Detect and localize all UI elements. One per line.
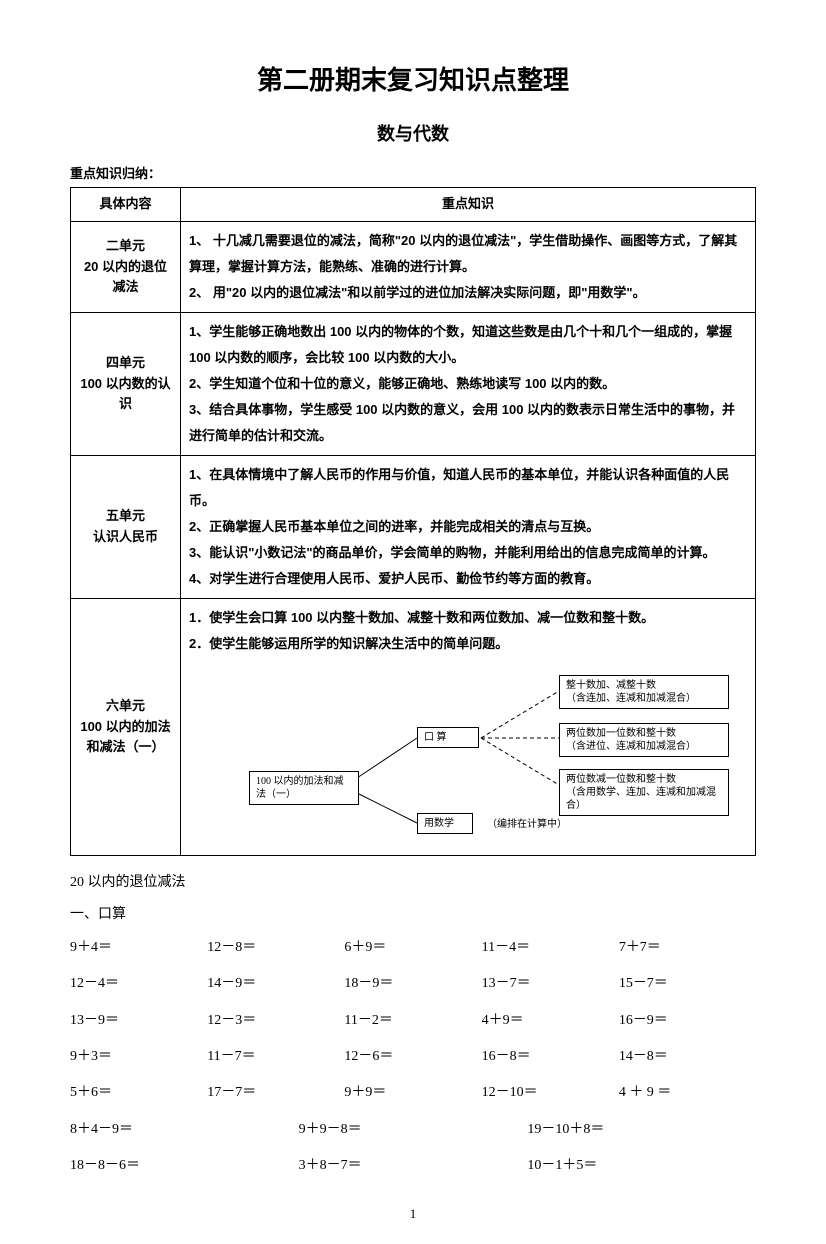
problems-grid-5col: 9＋4＝12－8＝6＋9＝11－4＝7＋7＝12－4＝14－9＝18－9＝13－… (70, 937, 756, 1105)
problem-cell: 10－1＋5＝ (527, 1155, 756, 1177)
content-line: 2、学生知道个位和十位的意义，能够正确地、熟练地读写 100 以内的数。 (189, 371, 747, 397)
problem-cell: 19－10＋8＝ (527, 1119, 756, 1141)
main-title: 第二册期末复习知识点整理 (70, 60, 756, 102)
table-header-col2: 重点知识 (181, 188, 756, 222)
problem-row: 9＋3＝11－7＝12－6＝16－8＝14－8＝ (70, 1046, 756, 1068)
content-line: 2、正确掌握人民币基本单位之间的进率，并能完成相关的清点与互换。 (189, 514, 747, 540)
content-cell: 1、学生能够正确地数出 100 以内的物体的个数，知道这些数是由几个十和几个一组… (181, 312, 756, 455)
content-line: 3、结合具体事物，学生感受 100 以内数的意义，会用 100 以内的数表示日常… (189, 397, 747, 449)
problem-cell: 11－2＝ (344, 1010, 481, 1032)
content-cell: 1．使学生会口算 100 以内整十数加、减整十数和两位数加、减一位数和整十数。2… (181, 598, 756, 855)
problem-cell: 9＋4＝ (70, 937, 207, 959)
problem-cell: 4＋9＝ (482, 1010, 619, 1032)
problem-cell: 12－4＝ (70, 973, 207, 995)
problem-cell: 12－10＝ (482, 1082, 619, 1104)
problem-cell: 14－9＝ (207, 973, 344, 995)
problem-cell: 13－7＝ (482, 973, 619, 995)
diagram-root: 100 以内的加法和减法（一） (249, 771, 359, 805)
content-line: 1、 十几减几需要退位的减法，简称"20 以内的退位减法"，学生借助操作、画图等… (189, 228, 747, 280)
problem-cell: 12－3＝ (207, 1010, 344, 1032)
diagram-mid-top: 口 算 (417, 727, 479, 748)
problem-cell: 7＋7＝ (619, 937, 756, 959)
diagram-mid-bottom: 用数学 (417, 813, 473, 834)
content-line: 4、对学生进行合理使用人民币、爱护人民币、勤俭节约等方面的教育。 (189, 566, 747, 592)
problem-cell: 12－8＝ (207, 937, 344, 959)
problem-row: 9＋4＝12－8＝6＋9＝11－4＝7＋7＝ (70, 937, 756, 959)
content-line: 2、 用"20 以内的退位减法"和以前学过的进位加法解决实际问题，即"用数学"。 (189, 280, 747, 306)
content-line: 2．使学生能够运用所学的知识解决生活中的简单问题。 (189, 631, 747, 657)
unit-cell: 四单元100 以内数的认识 (71, 312, 181, 455)
content-line: 1、学生能够正确地数出 100 以内的物体的个数，知道这些数是由几个十和几个一组… (189, 319, 747, 371)
diagram: 100 以内的加法和减法（一） 口 算用数学 （编排在计算中） 整十数加、减整十数（含… (189, 663, 747, 849)
problem-cell: 17－7＝ (207, 1082, 344, 1104)
problem-cell: 6＋9＝ (344, 937, 481, 959)
problem-cell: 11－4＝ (482, 937, 619, 959)
diagram-leaf-1: 整十数加、减整十数（含连加、连减和加减混合） (559, 675, 729, 709)
unit-cell: 二单元20 以内的退位减法 (71, 221, 181, 312)
problem-cell: 16－8＝ (482, 1046, 619, 1068)
diagram-leaf-2: 两位数加一位数和整十数（含进位、连减和加减混合） (559, 723, 729, 757)
content-line: 1、在具体情境中了解人民币的作用与价值，知道人民币的基本单位，并能认识各种面值的… (189, 462, 747, 514)
problem-cell: 14－8＝ (619, 1046, 756, 1068)
problem-row: 8＋4－9＝9＋9－8＝19－10＋8＝ (70, 1119, 756, 1141)
table-header-col1: 具体内容 (71, 188, 181, 222)
exercise-heading: 20 以内的退位减法 (70, 872, 756, 894)
page-number: 1 (70, 1204, 756, 1225)
problem-cell: 3＋8－7＝ (299, 1155, 528, 1177)
section-label: 重点知识归纳： (70, 164, 756, 185)
problem-cell: 15－7＝ (619, 973, 756, 995)
content-line: 1．使学生会口算 100 以内整十数加、减整十数和两位数加、减一位数和整十数。 (189, 605, 747, 631)
problem-cell: 5＋6＝ (70, 1082, 207, 1104)
problem-row: 13－9＝12－3＝11－2＝4＋9＝16－9＝ (70, 1010, 756, 1032)
problem-cell: 18－9＝ (344, 973, 481, 995)
problem-cell: 8＋4－9＝ (70, 1119, 299, 1141)
problem-row: 5＋6＝17－7＝9＋9＝12－10＝4 ＋ 9 ＝ (70, 1082, 756, 1104)
problem-cell: 9＋3＝ (70, 1046, 207, 1068)
diagram-leaf-3: 两位数减一位数和整十数（含用数学、连加、连减和加减混合） (559, 769, 729, 816)
content-line: 3、能认识"小数记法"的商品单价，学会简单的购物，并能利用给出的信息完成简单的计… (189, 540, 747, 566)
knowledge-table: 具体内容 重点知识 二单元20 以内的退位减法1、 十几减几需要退位的减法，简称… (70, 187, 756, 856)
problem-cell: 18－8－6＝ (70, 1155, 299, 1177)
unit-cell: 六单元100 以内的加法和减法（一） (71, 598, 181, 855)
problem-row: 18－8－6＝3＋8－7＝10－1＋5＝ (70, 1155, 756, 1177)
problem-cell: 13－9＝ (70, 1010, 207, 1032)
problem-cell: 12－6＝ (344, 1046, 481, 1068)
exercise-subheading: 一、口算 (70, 904, 756, 926)
exercises-section: 20 以内的退位减法 一、口算 9＋4＝12－8＝6＋9＝11－4＝7＋7＝12… (70, 872, 756, 1178)
problem-cell: 9＋9＝ (344, 1082, 481, 1104)
problem-cell: 4 ＋ 9 ＝ (619, 1082, 756, 1104)
unit-cell: 五单元认识人民币 (71, 455, 181, 598)
content-cell: 1、 十几减几需要退位的减法，简称"20 以内的退位减法"，学生借助操作、画图等… (181, 221, 756, 312)
problem-row: 12－4＝14－9＝18－9＝13－7＝15－7＝ (70, 973, 756, 995)
subtitle: 数与代数 (70, 120, 756, 149)
diagram-note: （编排在计算中） (487, 815, 567, 835)
problem-cell: 11－7＝ (207, 1046, 344, 1068)
content-cell: 1、在具体情境中了解人民币的作用与价值，知道人民币的基本单位，并能认识各种面值的… (181, 455, 756, 598)
problem-cell: 16－9＝ (619, 1010, 756, 1032)
problem-cell: 9＋9－8＝ (299, 1119, 528, 1141)
